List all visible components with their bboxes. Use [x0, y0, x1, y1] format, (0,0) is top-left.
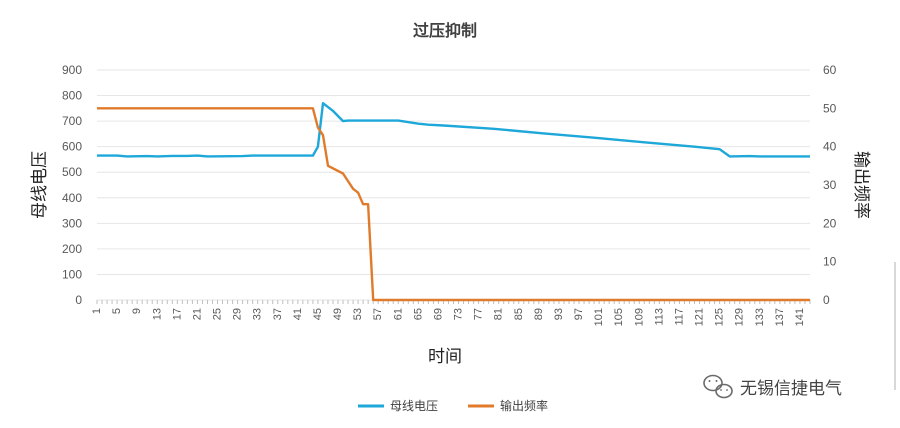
right-y-tick-label: 10	[823, 255, 837, 269]
left-y-tick-label: 700	[62, 114, 82, 128]
x-tick-label: 129	[734, 308, 746, 326]
x-tick-label: 41	[292, 308, 304, 320]
x-tick-label: 69	[432, 308, 444, 320]
series-lines	[97, 101, 810, 302]
x-tick-label: 5	[111, 308, 123, 314]
left-y-axis-label: 母线电压	[30, 151, 50, 219]
x-axis-label: 时间	[428, 347, 462, 367]
legend-item-output-frequency: 输出频率	[468, 398, 548, 413]
x-tick-label: 21	[191, 308, 203, 320]
left-y-tick-label: 500	[62, 165, 82, 179]
legend: 母线电压 输出频率	[358, 398, 548, 413]
legend-item-bus-voltage: 母线电压	[358, 399, 438, 413]
left-y-tick-label: 800	[62, 89, 82, 103]
left-y-tick-label: 0	[75, 293, 82, 307]
x-tick-label: 89	[533, 308, 545, 320]
right-y-tick-label: 0	[823, 293, 830, 307]
right-y-axis-ticks: 0 10 20 30 40 50 60	[823, 63, 837, 307]
x-tick-label: 73	[453, 308, 465, 320]
gridlines	[97, 69, 810, 301]
legend-label-output-frequency: 输出频率	[500, 398, 548, 413]
x-tick-label: 49	[332, 308, 344, 320]
chart-title: 过压抑制	[413, 21, 477, 40]
left-y-tick-label: 600	[62, 140, 82, 154]
x-tick-label: 85	[513, 308, 525, 320]
left-y-tick-label: 300	[62, 216, 82, 230]
x-tick-label: 33	[252, 308, 264, 320]
right-y-tick-label: 40	[823, 140, 837, 154]
x-tick-label: 29	[232, 308, 244, 320]
x-tick-label: 109	[633, 308, 645, 326]
x-tick-label: 125	[714, 308, 726, 326]
x-tick-label: 105	[613, 308, 625, 326]
x-tick-label: 77	[473, 308, 485, 320]
x-tick-label: 53	[352, 308, 364, 320]
legend-label-bus-voltage: 母线电压	[390, 399, 438, 413]
x-tick-label: 61	[392, 308, 404, 320]
x-tick-label: 97	[573, 308, 585, 320]
right-y-tick-label: 50	[823, 101, 837, 115]
x-tick-label: 17	[171, 308, 183, 320]
left-y-tick-label: 200	[62, 242, 82, 256]
right-y-tick-label: 20	[823, 216, 837, 230]
x-tick-label: 25	[212, 308, 224, 320]
x-tick-label: 113	[653, 308, 665, 326]
x-tick-label: 133	[754, 308, 766, 326]
right-y-axis-label: 输出频率	[851, 151, 871, 219]
x-tick-label: 81	[493, 308, 505, 320]
x-tick-label: 93	[553, 308, 565, 320]
x-tick-label: 137	[774, 308, 786, 326]
left-y-axis-ticks: 0 100 200 300 400 500 600 700 800 900	[62, 63, 82, 307]
right-y-tick-label: 30	[823, 178, 837, 192]
series-line-0	[97, 101, 810, 158]
right-y-tick-label: 60	[823, 63, 837, 77]
series-line-1	[97, 107, 810, 302]
watermark: 无锡信捷电气	[703, 374, 842, 399]
x-tick-label: 57	[372, 308, 384, 320]
x-tick-label: 37	[272, 308, 284, 320]
left-y-tick-label: 400	[62, 191, 82, 205]
x-tick-label: 1	[91, 308, 103, 314]
edge-divider	[894, 262, 896, 390]
x-tick-label: 101	[593, 308, 605, 326]
x-tick-label: 13	[151, 308, 163, 320]
left-y-tick-label: 100	[62, 267, 82, 281]
x-tick-label: 117	[673, 308, 685, 326]
wechat-icon	[703, 374, 733, 399]
x-tick-label: 65	[412, 308, 424, 320]
x-tick-label: 141	[794, 308, 806, 326]
x-tick-label: 9	[131, 308, 143, 314]
watermark-text: 无锡信捷电气	[740, 379, 842, 399]
x-tick-label: 121	[694, 308, 706, 326]
x-tick-label: 45	[312, 308, 324, 320]
x-axis-ticks: 1 5 9 13 17 21 25 29 33 37 41 45 49 53 57 61 65 69 73 77 81 8…	[91, 300, 811, 326]
left-y-tick-label: 900	[62, 63, 82, 77]
